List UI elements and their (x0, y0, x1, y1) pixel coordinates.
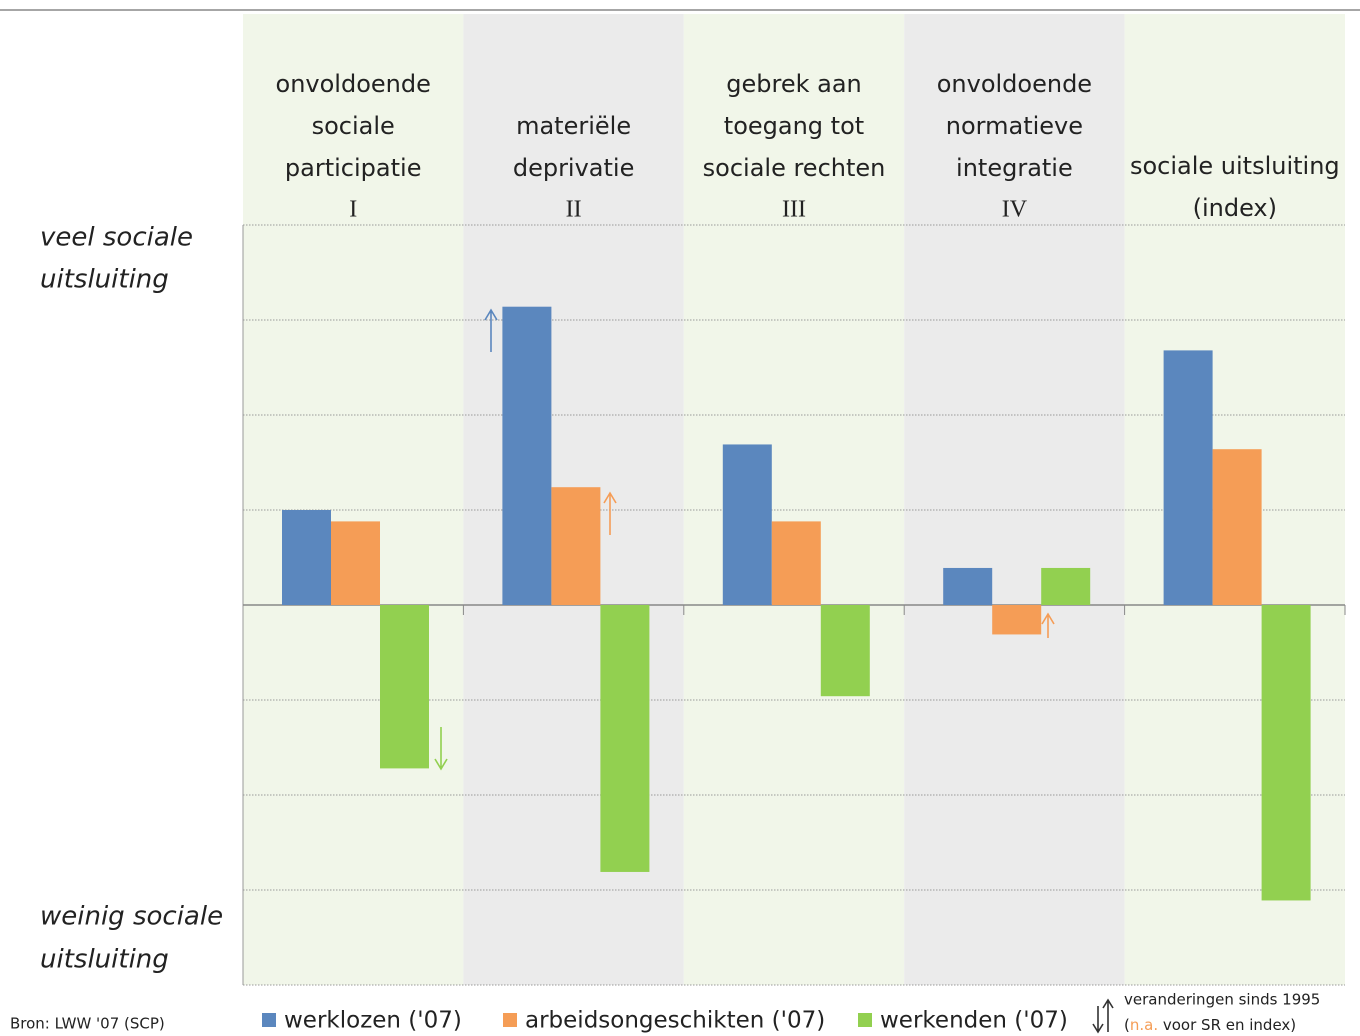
bar (600, 605, 650, 872)
arrow-up (484, 308, 498, 352)
legend-arrow-down (1092, 1006, 1104, 1034)
category-label: sociale uitsluiting (1130, 152, 1340, 180)
note-part: ( (1124, 1016, 1130, 1034)
category-label: integratie (956, 154, 1073, 182)
bar (992, 605, 1042, 635)
bar (820, 605, 870, 697)
bar (722, 444, 772, 605)
labels: onvoldoende sociale participatie Imateriële… (262, 70, 1340, 1034)
note-na: n.a. (1130, 1016, 1158, 1034)
top-label: veel sociale (40, 223, 193, 253)
category-label: sociale rechten (703, 154, 886, 182)
bar (943, 567, 993, 605)
category-label: onvoldoende (937, 70, 1092, 98)
category-label: deprivatie (513, 154, 635, 182)
arrow-up (1041, 612, 1055, 638)
category-numeral: III (782, 197, 806, 223)
legend-swatch (503, 1013, 517, 1027)
category-numeral: I (349, 197, 357, 223)
category-label: toegang tot (724, 112, 864, 140)
category-label: (index) (1193, 194, 1277, 222)
bar (1212, 449, 1262, 605)
legend-label: arbeidsongeschikten ('07) (525, 1008, 825, 1034)
bar (331, 521, 380, 605)
category-label: participatie (285, 154, 422, 182)
legend-swatch (262, 1013, 276, 1027)
category-label: sociale (312, 112, 395, 140)
note-part: voor SR en index) (1158, 1016, 1296, 1034)
category-label: normatieve (946, 112, 1083, 140)
category-numeral: II (566, 197, 582, 223)
arrow-up (603, 491, 617, 535)
band (683, 14, 905, 985)
bottom-label: uitsluiting (40, 945, 169, 975)
arrow-down (434, 727, 448, 771)
bar (551, 487, 601, 605)
legend-label: werkenden ('07) (880, 1008, 1068, 1034)
band (243, 14, 464, 985)
bar (1261, 605, 1311, 901)
category-label: materiële (516, 112, 631, 140)
category-numeral: IV (1002, 197, 1028, 223)
bar (1163, 350, 1213, 605)
change-arrows (434, 308, 1114, 1034)
bar (282, 510, 331, 605)
top-label: uitsluiting (40, 265, 169, 295)
note: (n.a. voor SR en index) (1124, 1016, 1296, 1034)
bar (771, 521, 821, 605)
bar (380, 605, 429, 769)
bar (502, 306, 552, 605)
category-label: onvoldoende (276, 70, 431, 98)
bars (282, 306, 1311, 901)
bottom-label: weinig sociale (40, 902, 223, 932)
source: Bron: LWW '07 (SCP) (10, 1015, 165, 1033)
legend-label: werklozen ('07) (284, 1008, 462, 1034)
note: veranderingen sinds 1995 (1124, 991, 1320, 1009)
category-label: gebrek aan (726, 70, 862, 98)
legend-swatch (858, 1013, 872, 1027)
bar (1041, 567, 1091, 605)
legend-arrow-up (1102, 998, 1114, 1032)
band (904, 14, 1125, 985)
